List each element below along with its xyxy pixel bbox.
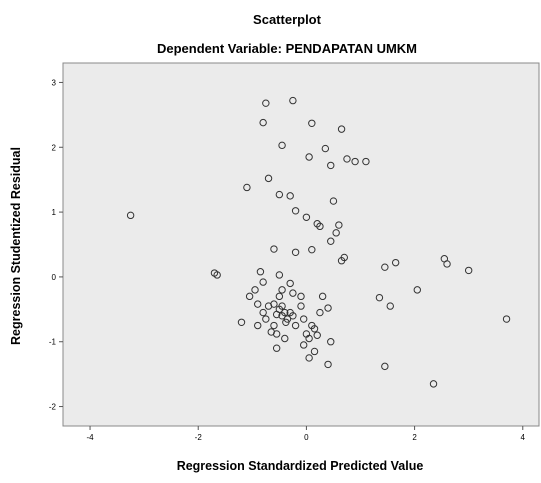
scatter-point: [291, 321, 300, 330]
scatter-point: [278, 141, 286, 150]
scatter-point: [259, 308, 267, 317]
scatter-point: [337, 257, 346, 265]
scatter-point: [281, 308, 289, 317]
scatter-point: [308, 119, 316, 127]
scatter-point: [278, 286, 286, 294]
scatter-point: [351, 157, 359, 166]
scatter-point: [335, 221, 343, 229]
scatter-point: [254, 321, 262, 330]
scatter-point: [259, 118, 267, 127]
data-points: [126, 96, 511, 388]
scatter-point: [324, 360, 332, 369]
scatter-point: [289, 289, 297, 297]
scatter-point: [251, 286, 259, 294]
scatter-point: [429, 380, 438, 388]
scatter-point: [272, 344, 281, 352]
plot-area: [62, 62, 540, 427]
scatter-point: [413, 286, 421, 294]
scatter-point: [291, 248, 300, 256]
scatter-point: [297, 302, 305, 310]
scatter-point: [275, 271, 284, 279]
scatter-point: [316, 308, 324, 317]
scatter-point: [375, 293, 384, 302]
x-tick-label: 0: [304, 433, 309, 442]
y-tick-label: 0: [52, 273, 57, 282]
scatter-point: [270, 321, 278, 330]
scatter-point: [270, 245, 278, 253]
scatter-point: [310, 347, 319, 356]
y-tick-label: -1: [49, 338, 57, 347]
y-axis-ticks: -2 -1 0 1 2 3: [49, 78, 63, 412]
scatter-point: [267, 328, 275, 336]
scatter-point: [391, 258, 400, 267]
x-tick-label: -2: [195, 433, 203, 442]
scatter-point: [332, 229, 340, 237]
scatter-point: [305, 334, 313, 343]
scatter-point: [283, 315, 292, 323]
scatter-point: [305, 354, 313, 362]
y-tick-label: 3: [52, 78, 57, 87]
scatter-point: [289, 312, 297, 320]
scatter-point: [327, 237, 335, 245]
scatter-point: [291, 207, 300, 215]
scatter-point: [286, 279, 294, 288]
scatter-point: [243, 183, 251, 192]
chart-title: Scatterplot: [253, 12, 322, 27]
scatter-point: [324, 304, 332, 312]
chart-subtitle: Dependent Variable: PENDAPATAN UMKM: [157, 41, 417, 56]
scatter-point: [443, 260, 451, 268]
y-tick-label: 2: [52, 143, 57, 152]
y-axis-label: Regression Studentized Residual: [9, 147, 23, 345]
scatter-point: [502, 315, 511, 323]
scatter-point: [329, 197, 338, 205]
scatter-point: [254, 300, 262, 308]
scatter-point: [259, 278, 267, 286]
scatter-point: [275, 292, 284, 301]
scatter-point: [302, 213, 311, 221]
scatter-point: [262, 99, 270, 107]
scatter-point: [327, 161, 335, 170]
scatter-point: [300, 315, 308, 323]
scatter-point: [281, 334, 289, 343]
scatter-point: [237, 318, 246, 326]
scatter-point: [262, 315, 270, 323]
x-axis-label: Regression Standardized Predicted Value: [177, 459, 424, 473]
scatter-point: [213, 271, 221, 279]
scatter-point: [245, 292, 254, 301]
scatter-point: [381, 263, 389, 271]
scatter-point: [308, 245, 316, 254]
scatter-point: [310, 325, 319, 333]
scatter-point: [327, 338, 335, 346]
y-tick-label: 1: [52, 208, 57, 217]
scatter-point: [337, 125, 346, 133]
scatter-point: [313, 331, 321, 339]
scatter-point: [318, 292, 327, 301]
scatter-point: [386, 302, 394, 310]
scatter-point: [343, 155, 351, 163]
scatter-point: [275, 190, 284, 199]
x-tick-label: -4: [86, 433, 94, 442]
x-axis-ticks: -4 -2 0 2 4: [86, 426, 526, 442]
scatter-point: [286, 192, 294, 200]
x-tick-label: 4: [521, 433, 526, 442]
scatter-point: [316, 222, 324, 231]
scatter-point: [126, 211, 135, 220]
scatter-point: [464, 266, 473, 275]
scatter-point: [362, 157, 370, 166]
scatter-point: [381, 362, 389, 371]
scatter-point: [321, 144, 330, 153]
scatter-point: [297, 292, 305, 301]
scatter-point: [256, 268, 265, 276]
scatter-point: [289, 96, 297, 105]
scatter-point: [270, 300, 278, 308]
scatter-point: [300, 341, 308, 349]
scatter-point: [264, 174, 273, 183]
scatter-point: [278, 302, 286, 310]
x-tick-label: 2: [412, 433, 417, 442]
scatter-point: [305, 153, 313, 161]
y-tick-label: -2: [49, 403, 57, 412]
